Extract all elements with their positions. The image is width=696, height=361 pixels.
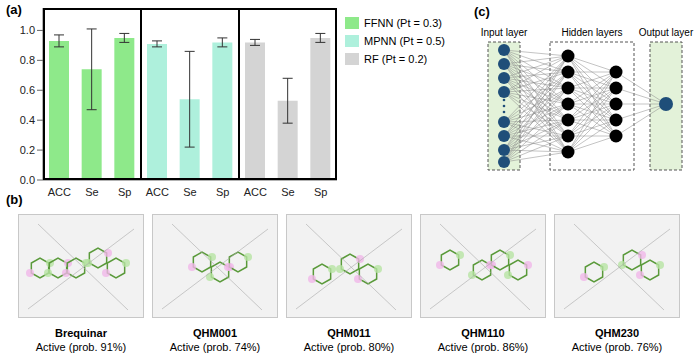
svg-text:(c): (c) (474, 4, 490, 19)
svg-text:Sp: Sp (118, 186, 131, 198)
svg-text:0.0: 0.0 (20, 174, 35, 186)
svg-text:ACC: ACC (146, 186, 169, 198)
svg-text:Output layer: Output layer (639, 27, 694, 38)
html-text:(a): (a) (6, 2, 22, 17)
html-text:Active (prob. 76%): Active (prob. 76%) (571, 341, 663, 353)
svg-text:Hidden layers: Hidden layers (561, 27, 622, 38)
svg-text:ACC: ACC (48, 186, 71, 198)
svg-text:ACC: ACC (244, 186, 267, 198)
html-text:MPNN (Pt = 0.5): MPNN (Pt = 0.5) (364, 35, 445, 47)
html-text:Brequinar: Brequinar (55, 327, 107, 339)
html-text:Active (prob. 86%): Active (prob. 86%) (437, 341, 529, 353)
html-text:Active (prob. 74%): Active (prob. 74%) (169, 341, 261, 353)
html-text:Active (prob. 91%): Active (prob. 91%) (35, 341, 127, 353)
svg-text:Se: Se (85, 186, 98, 198)
html-text:QHM230: QHM230 (595, 327, 639, 339)
svg-text:Se: Se (183, 186, 196, 198)
svg-text:Sp: Sp (314, 186, 327, 198)
html-text:RF (Pt = 0.2): RF (Pt = 0.2) (364, 53, 428, 65)
svg-text:Input layer: Input layer (481, 27, 528, 38)
html-text:(b): (b) (6, 192, 23, 207)
html-text:QHM001: QHM001 (193, 327, 237, 339)
html-text:QHM110: QHM110 (461, 327, 505, 339)
html-text:FFNN (Pt = 0.3): FFNN (Pt = 0.3) (364, 17, 442, 29)
svg-text:Se: Se (281, 186, 294, 198)
html-text:Active (prob. 80%): Active (prob. 80%) (303, 341, 395, 353)
svg-text:Sp: Sp (216, 186, 229, 198)
html-text:QHM011: QHM011 (327, 327, 371, 339)
svg-text:0.8: 0.8 (20, 54, 35, 66)
svg-text:0.6: 0.6 (20, 84, 35, 96)
svg-text:0.2: 0.2 (20, 144, 35, 156)
svg-text:0.4: 0.4 (20, 114, 35, 126)
svg-text:1.0: 1.0 (20, 24, 35, 36)
